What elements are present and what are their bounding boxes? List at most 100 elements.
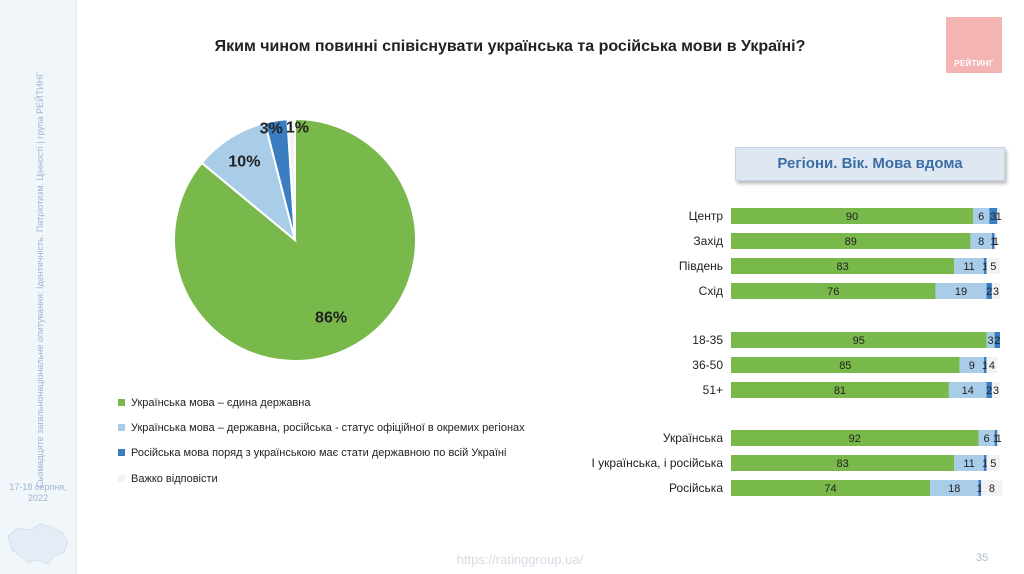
bar-segment: [930, 480, 979, 496]
survey-date: 17-18 серпня, 2022: [9, 482, 67, 503]
bar-category-label: 36-50: [692, 358, 723, 372]
bar-segment: [731, 258, 955, 274]
bar-segment: [994, 332, 1000, 348]
bar-segment: [983, 258, 987, 274]
bar-value-label: 90: [846, 211, 858, 223]
bar-value-label: 19: [955, 286, 967, 298]
bar-value-label: 81: [834, 385, 846, 397]
bar-segment: [986, 357, 998, 373]
bar-value-label: 6: [983, 433, 989, 445]
bar-segment: [948, 382, 987, 398]
bar-segment: [986, 283, 992, 299]
bar-category-label: 51+: [703, 383, 723, 397]
bar-value-label: 1: [990, 236, 996, 248]
bar-segment: [983, 455, 987, 471]
bar-value-label: 2: [986, 286, 992, 298]
bar-category-label: Південь: [679, 259, 723, 273]
bar-segment: [978, 430, 995, 446]
legend-label: Українська мова – єдина державна: [131, 397, 311, 409]
bar-category-label: Схід: [699, 284, 723, 298]
bar-segment: [994, 430, 998, 446]
bar-value-label: 6: [978, 211, 984, 223]
bar-segment: [994, 233, 998, 249]
bar-segment: [986, 258, 1000, 274]
pie-chart: 86% 10%3% 1%: [173, 117, 417, 362]
bar-value-label: 11: [963, 261, 974, 273]
bar-value-label: 92: [849, 433, 861, 445]
bar-value-label: 8: [989, 483, 995, 495]
bar-segment: [981, 480, 1003, 496]
bar-value-label: 1: [996, 433, 1002, 445]
bar-segment: [997, 208, 1000, 224]
legend-label: Важко відповісти: [131, 473, 218, 485]
bar-value-label: 2: [986, 385, 992, 397]
bar-value-label: 2: [994, 335, 1000, 347]
bar-segment: [954, 258, 984, 274]
bar-category-label: Українська: [663, 431, 723, 445]
bar-value-label: 74: [824, 483, 836, 495]
legend-label: Українська мова – державна, російська - …: [131, 422, 525, 434]
bar-segment: [986, 455, 1000, 471]
logo-text: РЕЙТИНГ: [954, 59, 994, 68]
bar-segment: [731, 357, 960, 373]
legend-swatch: [118, 448, 125, 456]
bar-category-label: 18-35: [692, 333, 723, 347]
bar-segment: [731, 332, 987, 348]
bar-segment: [997, 430, 1000, 446]
legend-swatch: [118, 474, 125, 482]
footer-url: https://ratinggroup.ua/: [456, 552, 584, 567]
bar-value-label: 89: [845, 236, 857, 248]
bar-category-label: Центр: [689, 209, 724, 223]
legend-swatch: [118, 398, 125, 406]
bar-value-label: 1: [982, 458, 988, 470]
bar-category-label: Захід: [693, 234, 723, 248]
bar-value-label: 4: [989, 360, 995, 372]
bar-value-label: 1: [993, 236, 999, 248]
bar-category-label: І українська, і російська: [592, 456, 724, 470]
bar-value-label: 5: [990, 261, 996, 273]
bar-segment: [991, 233, 995, 249]
bar-segment: [731, 208, 974, 224]
pie-label: 86%: [315, 310, 347, 327]
bar-segment: [954, 455, 984, 471]
bar-segment: [986, 332, 995, 348]
bar-segment: [991, 283, 1000, 299]
bar-value-label: 83: [837, 261, 849, 273]
bar-value-label: 76: [827, 286, 839, 298]
legend-item-unitary: Українська мова – єдина державна: [118, 396, 310, 410]
pie-label: 1%: [286, 119, 309, 136]
bar-value-label: 95: [853, 335, 865, 347]
bar-segment: [959, 357, 984, 373]
legend-item-hard-to-say: Важко відповісти: [118, 472, 218, 486]
pie-label: 10%: [228, 153, 260, 170]
bar-value-label: 14: [962, 385, 974, 397]
ukraine-map-icon: [7, 523, 69, 565]
bar-segment: [970, 233, 992, 249]
bar-segment: [978, 480, 982, 496]
bar-segment: [731, 480, 931, 496]
bar-value-label: 18: [948, 483, 960, 495]
bar-segment: [935, 283, 987, 299]
bar-value-label: 1: [977, 483, 983, 495]
slide-title: Яким чином повинні співіснувати українсь…: [214, 38, 806, 55]
bar-segment: [973, 208, 990, 224]
bar-value-label: 1: [993, 433, 999, 445]
legend-label: Російська мова поряд з українською має с…: [131, 447, 507, 459]
bar-value-label: 8: [978, 236, 984, 248]
pie-label: 3%: [260, 121, 283, 138]
bar-value-label: 3: [993, 286, 999, 298]
bar-value-label: 1: [982, 360, 988, 372]
bar-value-label: 9: [969, 360, 975, 372]
sidebar: Cьомадцяте загальнонаціональне опитуванн…: [0, 0, 77, 574]
bar-segment: [731, 430, 979, 446]
bar-value-label: 85: [839, 360, 851, 372]
rating-logo: РЕЙТИНГ: [946, 17, 1002, 73]
bar-value-label: 5: [990, 458, 996, 470]
bar-value-label: 3: [993, 385, 999, 397]
pie-slice: [286, 117, 296, 241]
bar-value-label: 11: [963, 458, 974, 470]
bar-category-label: Російська: [669, 481, 723, 495]
bar-segment: [991, 382, 1000, 398]
bar-value-label: 83: [837, 458, 849, 470]
